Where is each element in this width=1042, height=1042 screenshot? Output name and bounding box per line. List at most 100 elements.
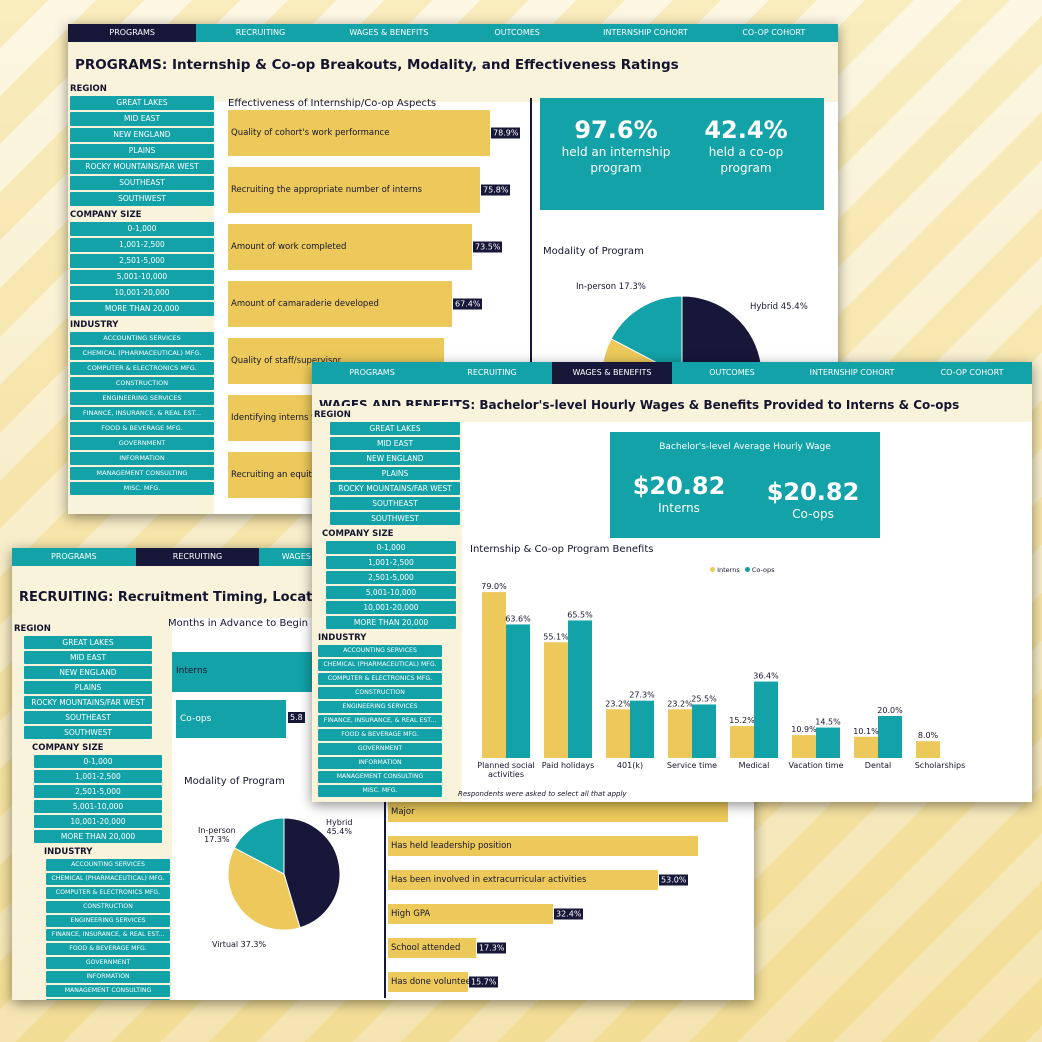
filter-region[interactable]: SOUTHWEST <box>70 192 214 206</box>
filter-industry[interactable]: GOVERNMENT <box>46 957 170 969</box>
filter-size[interactable]: 5,001-10,000 <box>70 270 214 284</box>
tab-programs[interactable]: PROGRAMS <box>51 552 97 561</box>
filter-industry[interactable]: COMPUTER & ELECTRONICS MFG. <box>70 362 214 375</box>
filter-region[interactable]: NEW ENGLAND <box>70 128 214 142</box>
tab-programs[interactable]: PROGRAMS <box>68 24 197 42</box>
coop-label-1: held a co-op <box>708 145 784 159</box>
filter-industry[interactable]: INFORMATION <box>70 452 214 465</box>
filter-industry[interactable]: GOVERNMENT <box>318 743 442 755</box>
filter-size[interactable]: 2,501-5,000 <box>34 785 162 798</box>
filter-region[interactable]: NEW ENGLAND <box>24 666 152 679</box>
filter-industry[interactable]: CHEMICAL (PHARMACEUTICAL) MFG. <box>46 873 170 885</box>
filter-industry[interactable]: CHEMICAL (PHARMACEUTICAL) MFG. <box>70 347 214 360</box>
filter-industry[interactable]: FOOD & BEVERAGE MFG. <box>318 729 442 741</box>
filter-size[interactable]: 5,001-10,000 <box>326 586 456 599</box>
filter-industry[interactable]: COMPUTER & ELECTRONICS MFG. <box>318 673 442 685</box>
filter-size[interactable]: 1,001-2,500 <box>34 770 162 783</box>
filter-region[interactable]: SOUTHEAST <box>24 711 152 724</box>
filter-industry[interactable]: FINANCE, INSURANCE, & REAL EST... <box>46 929 170 941</box>
filter-region[interactable]: PLAINS <box>330 467 460 480</box>
filter-size[interactable]: 10,001-20,000 <box>326 601 456 614</box>
filter-region[interactable]: PLAINS <box>70 144 214 158</box>
filter-region[interactable]: SOUTHWEST <box>24 726 152 739</box>
filter-size[interactable]: 2,501-5,000 <box>70 254 214 268</box>
filter-industry[interactable]: MISC. MFG. <box>70 482 214 495</box>
filter-region[interactable]: MID EAST <box>24 651 152 664</box>
tab-internship-cohort[interactable]: INTERNSHIP COHORT <box>603 28 688 37</box>
filter-size[interactable]: 2,501-5,000 <box>326 571 456 584</box>
filter-size[interactable]: MORE THAN 20,000 <box>326 616 456 629</box>
filter-industry[interactable]: MANAGEMENT CONSULTING <box>46 985 170 997</box>
bar-value-label: 15.7% <box>469 976 499 988</box>
pie-slice <box>227 847 301 931</box>
filter-size[interactable]: 0-1,000 <box>34 755 162 768</box>
legend-interns-swatch <box>710 567 715 572</box>
filter-industry[interactable]: FINANCE, INSURANCE, & REAL EST... <box>70 407 214 420</box>
filter-industry[interactable]: MISC. MFG. <box>46 999 170 1000</box>
filter-industry[interactable]: MANAGEMENT CONSULTING <box>70 467 214 480</box>
filter-industry[interactable]: CONSTRUCTION <box>46 901 170 913</box>
filter-industry[interactable]: CONSTRUCTION <box>70 377 214 390</box>
benefits-legend: Interns Co-ops <box>710 566 774 574</box>
pie-slice <box>283 817 341 929</box>
filter-industry[interactable]: CONSTRUCTION <box>318 687 442 699</box>
filter-size[interactable]: 10,001-20,000 <box>70 286 214 300</box>
tab-recruiting[interactable]: RECRUITING <box>235 28 286 37</box>
bar <box>606 709 630 758</box>
filter-industry[interactable]: FINANCE, INSURANCE, & REAL EST... <box>318 715 442 727</box>
nav-tabs: PROGRAMS RECRUITING WAGES & BENEFITS OUT… <box>312 362 1032 384</box>
region-label: REGION <box>14 624 51 634</box>
tab-outcomes[interactable]: OUTCOMES <box>709 368 755 377</box>
filter-region[interactable]: PLAINS <box>24 681 152 694</box>
tab-coop-cohort[interactable]: CO-OP COHORT <box>742 28 806 37</box>
filter-size[interactable]: MORE THAN 20,000 <box>70 302 214 316</box>
tab-wages-benefits[interactable]: WAGES & BENEFITS <box>552 362 672 384</box>
filter-industry[interactable]: MISC. MFG. <box>318 785 442 797</box>
filter-region[interactable]: ROCKY MOUNTAINS/FAR WEST <box>24 696 152 709</box>
filter-size[interactable]: 0-1,000 <box>70 222 214 236</box>
filter-region[interactable]: GREAT LAKES <box>70 96 214 110</box>
filter-industry[interactable]: COMPUTER & ELECTRONICS MFG. <box>46 887 170 899</box>
filter-industry[interactable]: GOVERNMENT <box>70 437 214 450</box>
bar-value-label: 65.5% <box>567 610 593 619</box>
filter-size[interactable]: 5,001-10,000 <box>34 800 162 813</box>
hourly-wage-panel: Bachelor's-level Average Hourly Wage $20… <box>610 432 880 538</box>
filter-industry[interactable]: INFORMATION <box>46 971 170 983</box>
tab-programs[interactable]: PROGRAMS <box>349 368 395 377</box>
filter-region[interactable]: SOUTHEAST <box>330 497 460 510</box>
filter-region[interactable]: ROCKY MOUNTAINS/FAR WEST <box>70 160 214 174</box>
tab-recruiting[interactable]: RECRUITING <box>135 548 260 566</box>
filter-industry[interactable]: CHEMICAL (PHARMACEUTICAL) MFG. <box>318 659 442 671</box>
filter-size[interactable]: 0-1,000 <box>326 541 456 554</box>
filter-industry[interactable]: ACCOUNTING SERVICES <box>70 332 214 345</box>
filter-region[interactable]: GREAT LAKES <box>330 422 460 435</box>
bar-value-label: 55.1% <box>543 632 569 641</box>
filter-size[interactable]: 1,001-2,500 <box>326 556 456 569</box>
tab-outcomes[interactable]: OUTCOMES <box>494 28 540 37</box>
filter-region[interactable]: NEW ENGLAND <box>330 452 460 465</box>
filter-size[interactable]: MORE THAN 20,000 <box>34 830 162 843</box>
filter-region[interactable]: MID EAST <box>330 437 460 450</box>
filter-industry[interactable]: ACCOUNTING SERVICES <box>318 645 442 657</box>
pie-slice <box>610 295 683 377</box>
filter-industry[interactable]: INFORMATION <box>318 757 442 769</box>
filter-industry[interactable]: ENGINEERING SERVICES <box>46 915 170 927</box>
filter-region[interactable]: MID EAST <box>70 112 214 126</box>
filter-size[interactable]: 1,001-2,500 <box>70 238 214 252</box>
bar-value-label: 20.0% <box>877 706 903 715</box>
filter-region[interactable]: ROCKY MOUNTAINS/FAR WEST <box>330 482 460 495</box>
tab-internship-cohort[interactable]: INTERNSHIP COHORT <box>809 368 895 377</box>
filter-industry[interactable]: FOOD & BEVERAGE MFG. <box>70 422 214 435</box>
filter-industry[interactable]: ENGINEERING SERVICES <box>318 701 442 713</box>
filter-industry[interactable]: MANAGEMENT CONSULTING <box>318 771 442 783</box>
filter-industry[interactable]: FOOD & BEVERAGE MFG. <box>46 943 170 955</box>
filter-industry[interactable]: ACCOUNTING SERVICES <box>46 859 170 871</box>
filter-size[interactable]: 10,001-20,000 <box>34 815 162 828</box>
filter-industry[interactable]: ENGINEERING SERVICES <box>70 392 214 405</box>
tab-wages-benefits[interactable]: WAGES & BENEFITS <box>349 28 429 37</box>
filter-region[interactable]: SOUTHEAST <box>70 176 214 190</box>
tab-coop-cohort[interactable]: CO-OP COHORT <box>940 368 1004 377</box>
tab-recruiting[interactable]: RECRUITING <box>467 368 517 377</box>
filter-region[interactable]: GREAT LAKES <box>24 636 152 649</box>
filter-region[interactable]: SOUTHWEST <box>330 512 460 525</box>
